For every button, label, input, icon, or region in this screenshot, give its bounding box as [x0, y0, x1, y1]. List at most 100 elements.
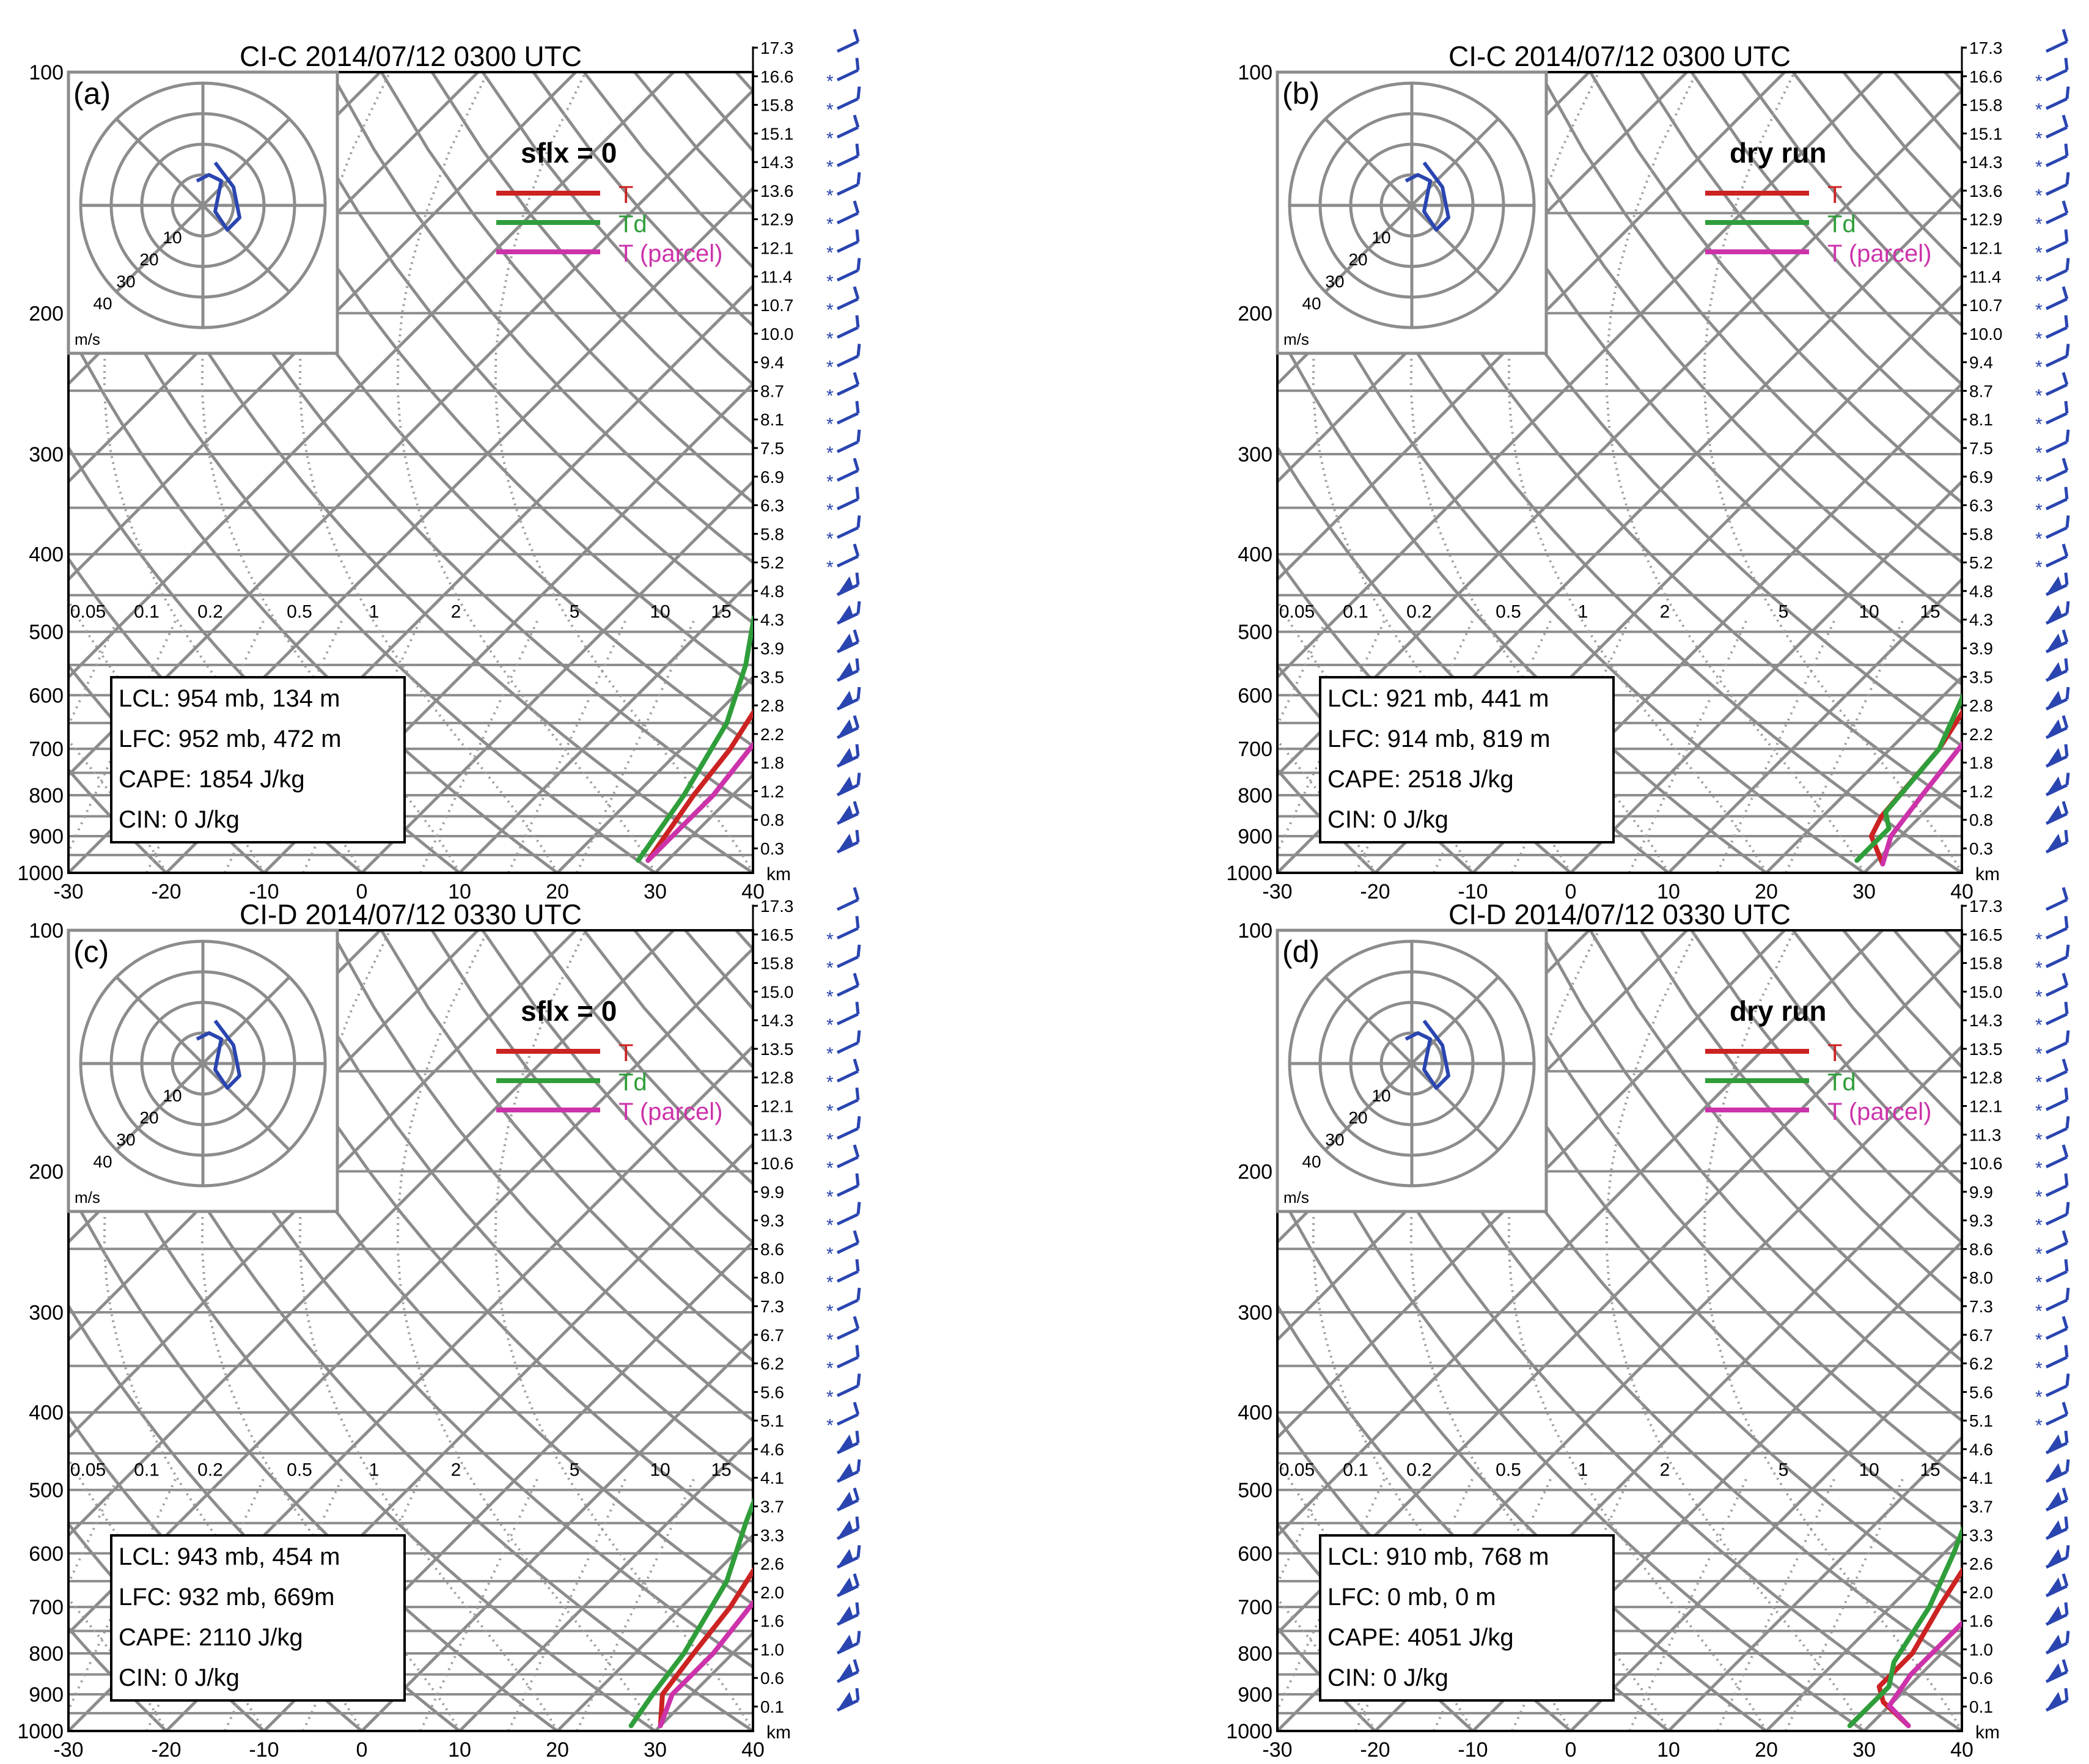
km-tick-label: 10.7	[1969, 296, 2003, 315]
pressure-tick-label: 500	[29, 1479, 64, 1502]
pressure-tick-label: 200	[1238, 1160, 1272, 1183]
wind-marker-asterisk: *	[826, 1130, 834, 1150]
moist-adiabat-line	[396, 930, 656, 1731]
dry-adiabat-line	[1538, 930, 1962, 1423]
km-tick-label: 8.1	[1969, 410, 1993, 429]
pressure-tick-label: 600	[1238, 684, 1272, 707]
pressure-tick-label: 100	[29, 61, 64, 84]
panel-title: CI-D 2014/07/12 0330 UTC	[1448, 899, 1791, 930]
km-tick-label: 3.5	[760, 667, 784, 686]
legend-label: Td	[1827, 1069, 1856, 1096]
wind-barb-icon	[2045, 515, 2070, 539]
hodograph-ring-label: 40	[93, 294, 112, 313]
mixing-ratio-label: 1	[1578, 1460, 1588, 1480]
hodograph-ring-label: 10	[1371, 1086, 1390, 1105]
isotherm-line	[1277, 930, 1688, 1342]
km-tick-label: 8.6	[1969, 1240, 1993, 1259]
dry-adiabat-line	[68, 193, 656, 873]
wind-marker-asterisk: *	[2035, 1301, 2043, 1321]
isotherm-line	[68, 72, 479, 484]
pressure-tick-label: 1000	[1226, 1720, 1272, 1743]
hodograph-axis	[115, 976, 204, 1065]
dry-adiabat-line	[1277, 1051, 1865, 1731]
wind-barb-icon	[836, 1259, 860, 1283]
wind-marker-asterisk: *	[2035, 1216, 2043, 1236]
wind-barb-icon	[836, 1116, 861, 1140]
hodograph-ring-label: 10	[163, 228, 182, 247]
moist-adiabat-line	[494, 72, 753, 873]
km-tick-label: 12.1	[1969, 239, 2003, 258]
km-tick-label: 3.7	[760, 1498, 784, 1516]
km-tick-label: 11.4	[1969, 267, 2001, 286]
stats-line: LFC: 914 mb, 819 m	[1327, 726, 1551, 752]
wind-marker-asterisk: *	[2035, 243, 2043, 263]
dry-adiabat-line	[1386, 930, 1962, 1606]
isotherm-line	[68, 72, 577, 582]
km-tick-label: 15.8	[760, 96, 794, 115]
mixing-ratio-label: 0.1	[1343, 601, 1368, 622]
mixing-ratio-label: 0.05	[1279, 1460, 1315, 1480]
hodograph-axis	[115, 117, 204, 207]
mixing-ratio-label: 0.5	[1496, 1460, 1521, 1480]
km-tick-label: 6.9	[760, 468, 784, 487]
temperature-tick-label: -30	[1262, 880, 1292, 903]
wind-barb-icon	[2045, 286, 2069, 311]
km-tick-label: 10.0	[1969, 325, 2003, 344]
dry-adiabat-line	[1437, 930, 1962, 1545]
pressure-tick-label: 400	[29, 543, 64, 567]
wind-marker-asterisk: *	[2035, 100, 2043, 120]
isotherm-line	[556, 1533, 753, 1731]
wind-barb-icon	[836, 543, 860, 568]
panel-title: CI-C 2014/07/12 0300 UTC	[1448, 40, 1791, 72]
wind-barb-icon	[836, 1173, 860, 1197]
wind-barb-icon	[2045, 143, 2069, 167]
temperature-tick-label: -10	[249, 880, 279, 903]
wind-barb-icon	[2045, 1459, 2070, 1483]
km-axis-label: km	[1975, 864, 2000, 884]
temperature-tick-label: -20	[1360, 1738, 1390, 1762]
stats-line: CAPE: 2518 J/kg	[1327, 766, 1514, 793]
wind-barb-icon	[836, 1230, 860, 1254]
km-tick-label: 6.3	[760, 496, 784, 515]
wind-barb-icon	[836, 429, 861, 454]
mixing-ratio-label: 15	[1920, 1460, 1940, 1480]
mixing-ratio-label: 0.05	[70, 601, 106, 622]
dry-adiabat-line	[279, 72, 753, 625]
wind-barb-icon	[2045, 686, 2070, 711]
pressure-tick-label: 400	[1238, 543, 1272, 567]
mixing-ratio-label: 5	[570, 601, 580, 622]
wind-marker-asterisk: *	[2035, 557, 2043, 578]
km-tick-label: 13.5	[760, 1040, 794, 1059]
wind-barb-icon	[2045, 1373, 2070, 1397]
hodograph-axis	[202, 976, 291, 1065]
mixing-ratio-label: 15	[711, 1460, 731, 1480]
wind-marker-asterisk: *	[2035, 529, 2043, 549]
km-tick-label: 13.6	[760, 182, 794, 200]
isotherm-line	[1277, 72, 1884, 680]
mixing-ratio-label: 10	[650, 1460, 670, 1480]
wind-marker-asterisk: *	[2035, 1330, 2043, 1350]
isotherm-line	[68, 930, 577, 1440]
temperature-tick-label: 40	[1950, 880, 1973, 903]
km-tick-label: 6.7	[1969, 1326, 1993, 1345]
wind-marker-asterisk: *	[826, 472, 834, 492]
mixing-ratio-label: 0.05	[70, 1460, 106, 1480]
km-tick-label: 15.0	[1969, 982, 2003, 1001]
isotherm-line	[1667, 1435, 1962, 1731]
km-tick-label: 12.8	[1969, 1068, 2003, 1087]
wind-barb-icon	[2045, 744, 2069, 768]
wind-barb-icon	[836, 372, 860, 396]
wind-barb-icon	[2045, 1202, 2070, 1226]
mixing-ratio-label: 2	[451, 601, 461, 622]
isotherm-line	[1277, 72, 1297, 93]
wind-barb-icon	[836, 972, 860, 997]
km-tick-label: 10.6	[1969, 1154, 2003, 1173]
series-line-td	[1854, 693, 1962, 863]
km-tick-label: 5.8	[760, 524, 784, 543]
pressure-tick-label: 800	[1238, 1642, 1272, 1666]
series-line-t	[658, 1567, 753, 1729]
hodograph-trace	[1404, 161, 1450, 232]
wind-barb-icon	[836, 1659, 860, 1683]
mixing-ratio-label: 0.05	[1279, 601, 1315, 622]
km-tick-label: 4.6	[760, 1440, 784, 1459]
